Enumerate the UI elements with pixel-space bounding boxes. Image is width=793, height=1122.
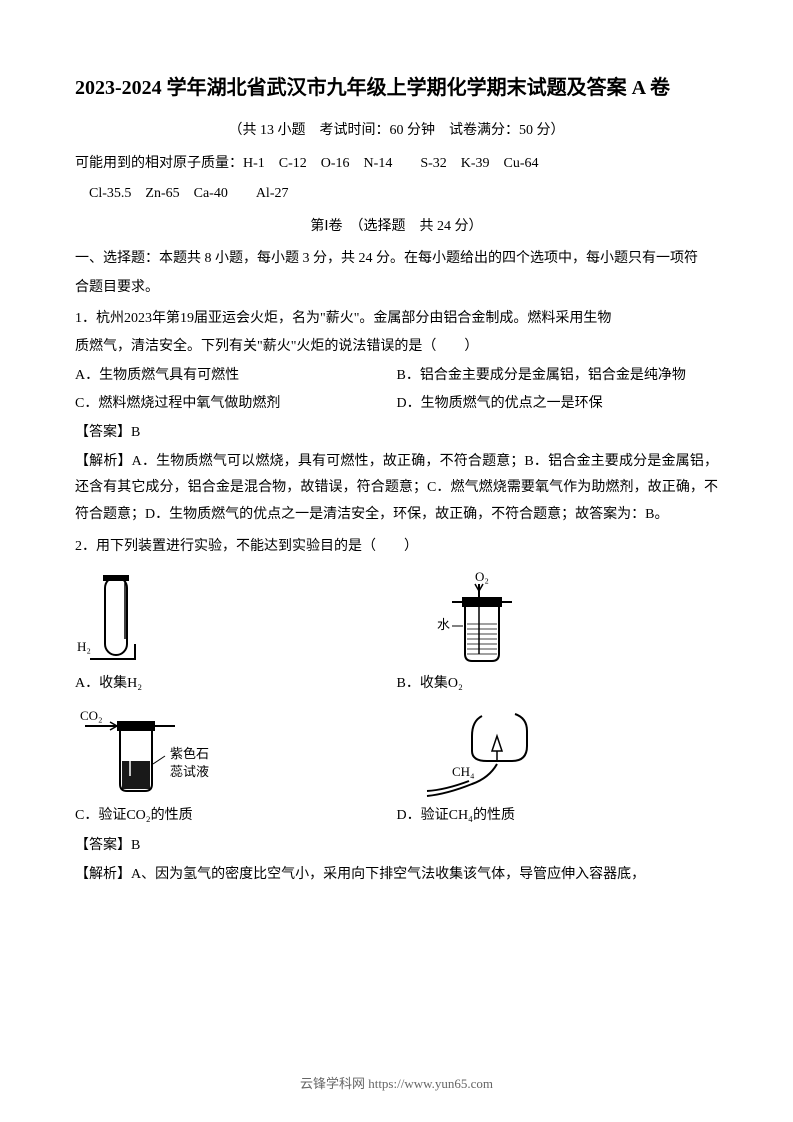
page-footer: 云锋学科网 https://www.yun65.com	[0, 1072, 793, 1097]
page-title: 2023-2024 学年湖北省武汉市九年级上学期化学期末试题及答案 A 卷	[75, 70, 718, 106]
instruction-line2: 合题目要求。	[75, 275, 718, 302]
bottle-co2-icon: CO₂ 紫色石 蕊试液	[75, 706, 285, 801]
atomic-mass-line2: Cl-35.5 Zn-65 Ca-40 Al-27	[75, 181, 718, 208]
q1-text-line2: 质燃气，清洁安全。下列有关"薪火"火炬的说法错误的是（ ）	[75, 334, 718, 361]
q2-option-d: D．验证CH₄的性质	[397, 803, 719, 830]
q2-figure-a: H₂ A．收集H₂	[75, 569, 397, 698]
q2-option-a: A．收集H₂	[75, 671, 397, 698]
q2-option-c: C．验证CO₂的性质	[75, 803, 397, 830]
atomic-mass-line1: 可能用到的相对原子质量：H-1 C-12 O-16 N-14 S-32 K-39…	[75, 151, 718, 178]
q1-explanation: 【解析】A．生物质燃气可以燃烧，具有可燃性，故正确，不符合题意；B．铝合金主要成…	[75, 449, 718, 529]
exam-info: （共 13 小题 考试时间：60 分钟 试卷满分：50 分）	[75, 118, 718, 145]
q1-option-d: D．生物质燃气的优点之一是环保	[397, 391, 719, 418]
instruction-line1: 一、选择题：本题共 8 小题，每小题 3 分，共 24 分。在每小题给出的四个选…	[75, 246, 718, 273]
q1-text-line1: 1．杭州2023年第19届亚运会火炬，名为"薪火"。金属部分由铝合金制成。燃料采…	[75, 306, 718, 333]
h2-label: H₂	[77, 639, 91, 654]
water-label: 水	[437, 617, 450, 632]
q1-option-b: B．铝合金主要成分是金属铝，铝合金是纯净物	[397, 363, 719, 390]
bottle-o2-icon: O₂ 水	[397, 569, 577, 669]
purple-label-1: 紫色石	[170, 746, 209, 761]
q2-answer: 【答案】B	[75, 833, 718, 860]
q2-text: 2．用下列装置进行实验，不能达到实验目的是（ ）	[75, 534, 718, 561]
q2-figures-row1: H₂ A．收集H₂ O₂ 水 B．收集O₂	[75, 569, 718, 698]
q1-options-row2: C．燃料燃烧过程中氧气做助燃剂 D．生物质燃气的优点之一是环保	[75, 391, 718, 418]
q2-figure-c: CO₂ 紫色石 蕊试液 C．验证CO₂的性质	[75, 706, 397, 830]
section-header: 第Ⅰ卷 （选择题 共 24 分）	[75, 214, 718, 241]
beaker-ch4-icon: CH₄	[397, 706, 577, 801]
q1-option-a: A．生物质燃气具有可燃性	[75, 363, 397, 390]
q2-figure-d: CH₄ D．验证CH₄的性质	[397, 706, 719, 830]
q2-option-b: B．收集O₂	[397, 671, 719, 698]
q2-figures-row2: CO₂ 紫色石 蕊试液 C．验证CO₂的性质 CH₄ D．验证CH₄的性质	[75, 706, 718, 830]
test-tube-h2-icon: H₂	[75, 569, 215, 669]
q2-explanation: 【解析】A、因为氢气的密度比空气小，采用向下排空气法收集该气体，导管应伸入容器底…	[75, 862, 718, 889]
q1-options-row1: A．生物质燃气具有可燃性 B．铝合金主要成分是金属铝，铝合金是纯净物	[75, 363, 718, 390]
purple-label-2: 蕊试液	[170, 764, 209, 779]
o2-label: O₂	[475, 569, 489, 584]
q1-answer: 【答案】B	[75, 420, 718, 447]
q1-option-c: C．燃料燃烧过程中氧气做助燃剂	[75, 391, 397, 418]
co2-label: CO₂	[80, 708, 103, 723]
q2-figure-b: O₂ 水 B．收集O₂	[397, 569, 719, 698]
ch4-label: CH₄	[452, 764, 475, 779]
